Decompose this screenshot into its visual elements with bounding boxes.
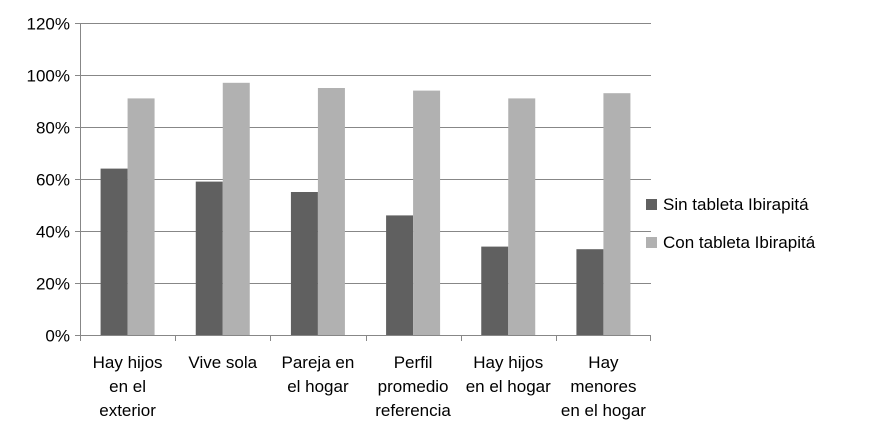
legend-swatch: [646, 237, 657, 248]
legend-swatch: [646, 199, 657, 210]
bar: [413, 90, 441, 335]
bars: [100, 82, 631, 336]
x-tick-label: Hay hijos en el exterior: [93, 353, 163, 420]
y-tick-label: 60%: [36, 171, 70, 190]
y-tick-label: 100%: [27, 67, 70, 86]
legend-label: Con tableta Ibirapitá: [663, 233, 816, 252]
x-tick-label: Vive sola: [188, 353, 257, 372]
x-tick-label: Hay hijos en el hogar: [466, 353, 551, 396]
y-axis-ticks: 0% 20% 40% 60% 80% 100% 120%: [27, 15, 80, 346]
y-tick-label: 0%: [45, 327, 70, 346]
bar: [481, 246, 509, 335]
y-tick-label: 40%: [36, 223, 70, 242]
x-tick-label: Pareja en el hogar: [282, 353, 355, 396]
bar: [576, 249, 604, 335]
y-tick-label: 20%: [36, 275, 70, 294]
bar: [222, 82, 250, 335]
y-tick-label: 120%: [27, 15, 70, 34]
x-axis-labels: Hay hijos en el exterior Vive sola Pareja en…: [93, 353, 647, 420]
bar: [603, 93, 631, 335]
bar: [386, 215, 414, 335]
bar: [317, 88, 345, 335]
bar: [127, 98, 155, 336]
x-tick-label: Perfil promedio referencia: [375, 353, 451, 420]
x-tick-label: Hay menores en el hogar: [561, 353, 646, 420]
y-tick-label: 80%: [36, 119, 70, 138]
bar: [290, 192, 318, 335]
legend-label: Sin tableta Ibirapitá: [663, 195, 809, 214]
bar: [100, 168, 128, 335]
legend: Sin tableta Ibirapitá Con tableta Ibirapi…: [646, 195, 816, 252]
gridlines: [80, 23, 651, 284]
axes: [80, 23, 651, 341]
bar: [508, 98, 536, 336]
bar: [195, 181, 223, 335]
